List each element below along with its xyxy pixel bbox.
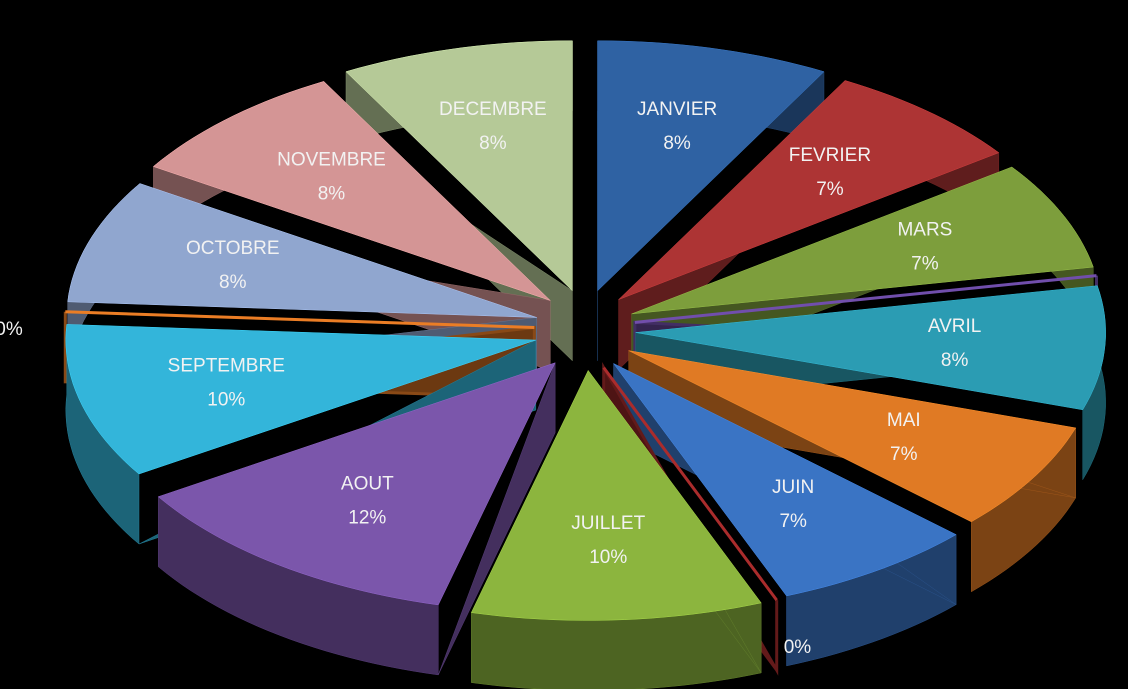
slice-label: DECEMBRE [439, 99, 547, 120]
slice [152, 81, 551, 301]
slice-label: AOUT [341, 473, 394, 494]
slice [470, 369, 762, 621]
slice-value-label: 7% [911, 253, 939, 274]
slice-label: JUIN [772, 477, 814, 498]
slice-label: JANVIER [637, 99, 717, 120]
slice-value-label: 10% [589, 547, 627, 568]
slice-label: MARS [897, 219, 952, 240]
slice-value-label: 7% [779, 511, 807, 532]
slice-label: AVRIL [928, 316, 982, 337]
slice [345, 40, 573, 292]
slice-label: FEVRIER [789, 145, 871, 166]
slice-label: MAI [887, 410, 921, 431]
slice-value-label: 8% [479, 133, 507, 154]
slice [157, 362, 556, 606]
slice [618, 80, 1000, 300]
slice [67, 183, 537, 318]
slice-label: NOVEMBRE [277, 150, 386, 171]
slice [602, 366, 778, 601]
slice-value-label: 7% [890, 444, 918, 465]
slice-value-label: 8% [663, 133, 691, 154]
slice-value-label: 0% [784, 637, 812, 658]
slice-value-label: 8% [318, 184, 346, 205]
slice-value-label: 8% [219, 272, 247, 293]
slice [634, 274, 1097, 324]
slice-value-label: 12% [348, 507, 386, 528]
slice-label: SEPTEMBRE [168, 355, 285, 376]
slice [65, 310, 535, 329]
slice [613, 363, 957, 597]
slice [597, 40, 825, 292]
slice-label: OCTOBRE [186, 238, 280, 259]
slice [628, 350, 1077, 523]
slice-value-label: 8% [941, 350, 969, 371]
slice [635, 285, 1106, 411]
slice [65, 324, 536, 475]
slice-value-label: 10% [207, 389, 245, 410]
slice [631, 166, 1094, 315]
slice-value-label: 0% [0, 319, 23, 340]
slice-value-label: 7% [816, 179, 844, 200]
slice-label: JUILLET [571, 513, 645, 534]
